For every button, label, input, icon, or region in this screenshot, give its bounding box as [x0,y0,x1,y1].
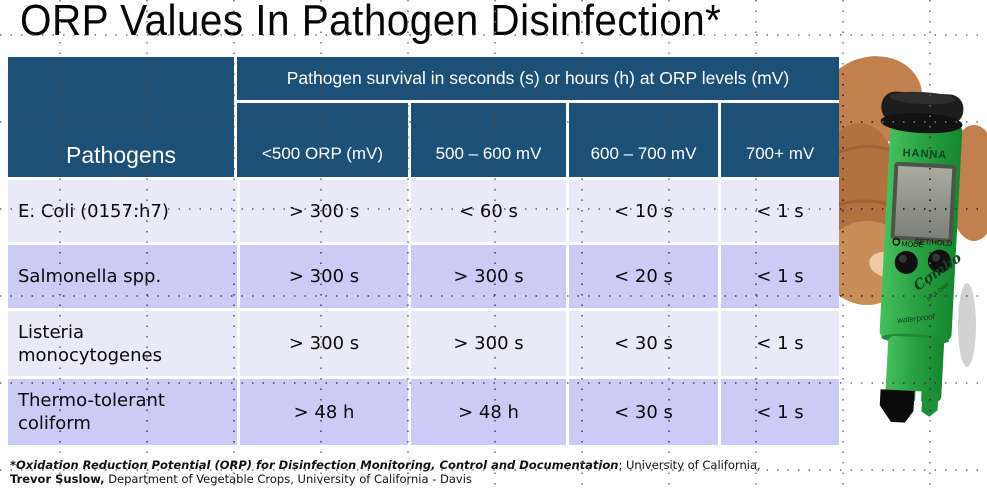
col-header-600-700: 600 – 700 mV [566,103,718,177]
value-cell: < 30 s [566,308,718,376]
tip-slot [914,391,922,416]
orp-meter-photo-svg: HANNA MODE SET/HOLD Combo pH & ORP water… [819,56,987,423]
value-cell: > 300 s [237,177,408,242]
value-cell: > 48 h [237,376,408,445]
pathogen-name-cell: Thermo-tolerant coliform [8,376,237,445]
pathogen-name-cell: Listeria monocytogenes [8,308,237,376]
footnote-author: Trevor Suslow, [10,472,105,486]
mode-label: MODE [901,239,924,249]
pathogen-name-cell: Salmonella spp. [8,242,237,308]
footnote-affiliation: Department of Vegetable Crops, Universit… [104,472,472,486]
col-header-500-600: 500 – 600 mV [408,103,566,177]
footnote-citation: *Oxidation Reduction Potential (ORP) for… [10,458,619,472]
waterproof-label: waterproof [897,312,936,325]
pathogens-column-header: Pathogens [8,57,237,177]
device-shadow [958,283,976,367]
footnote: *Oxidation Reduction Potential (ORP) for… [10,458,798,486]
value-cell: < 10 s [566,177,718,242]
value-cell: < 1 s [718,242,840,308]
table-row: Listeria monocytogenes > 300 s > 300 s <… [8,308,840,376]
pathogen-name-cell: E. Coli (0157:h7) [8,177,237,242]
electrode-tip [879,389,915,423]
value-cell: > 300 s [237,242,408,308]
value-cell: < 1 s [718,376,840,445]
table-row: Thermo-tolerant coliform > 48 h > 48 h <… [8,376,840,445]
value-cell: > 48 h [408,376,566,445]
cap-highlight [889,91,956,105]
orp-table: Pathogens Pathogen survival in seconds (… [8,57,840,445]
value-cell: > 300 s [408,242,566,308]
value-cell: > 300 s [237,308,408,376]
orp-meter-photo: HANNA MODE SET/HOLD Combo pH & ORP water… [819,35,987,455]
lcd-screen [894,165,953,239]
sethold-button-highlight [932,253,941,262]
tip-prong [921,391,939,417]
value-cell: < 20 s [566,242,718,308]
value-cell: < 60 s [408,177,566,242]
brand-text: HANNA [902,147,947,161]
value-cell: > 300 s [408,308,566,376]
slide-title: ORP Values In Pathogen Disinfection* [20,0,722,45]
col-header-700-plus: 700+ mV [718,103,840,177]
value-cell: < 30 s [566,376,718,445]
mode-button-highlight [898,254,907,263]
col-header-under-500: <500 ORP (mV) [237,103,408,177]
value-cell: < 1 s [718,177,840,242]
table-column-header-row: <500 ORP (mV) 500 – 600 mV 600 – 700 mV … [8,103,840,177]
value-cell: < 1 s [718,308,840,376]
mode-icon [892,237,901,246]
cap-brim [880,112,963,134]
footnote-text: ; University of California, [618,458,761,472]
table-header-row-merged: Pathogens Pathogen survival in seconds (… [8,57,840,177]
span-header: Pathogen survival in seconds (s) or hour… [237,57,840,103]
table-row: Salmonella spp. > 300 s > 300 s < 20 s <… [8,242,840,308]
sethold-label: SET/HOLD [915,237,954,248]
table-row: E. Coli (0157:h7) > 300 s < 60 s < 10 s … [8,177,840,242]
